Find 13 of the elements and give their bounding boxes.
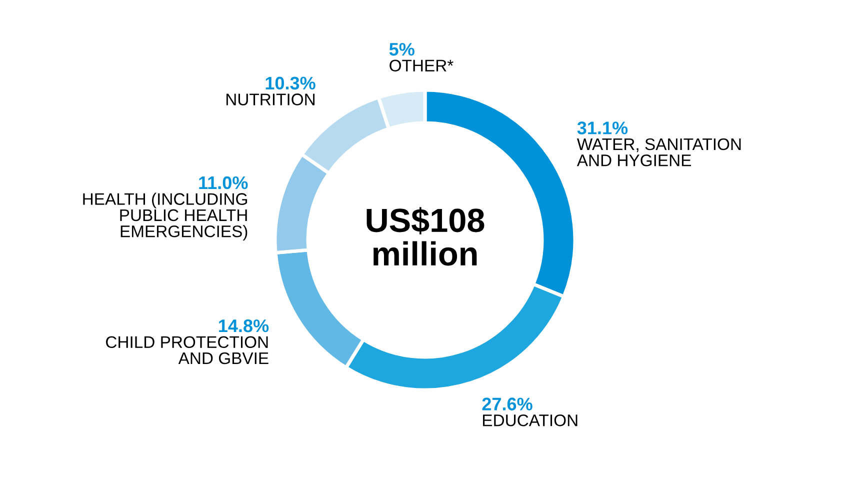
slice-label: NUTRITION xyxy=(226,94,314,106)
slice-label: EDUCATION xyxy=(483,414,578,426)
slice-label: OTHER* xyxy=(390,60,454,72)
slice-label: CHILD PROTECTION AND GBVIE xyxy=(106,336,268,364)
data-label: 5% xyxy=(389,42,414,56)
slice-label: WATER, SANITATION AND HYGIENE xyxy=(576,138,741,166)
text: US$108 million xyxy=(366,207,484,266)
data-label: 27.6% xyxy=(482,398,532,410)
slice-label: HEALTH (INCLUDING PUBLIC HEALTH EMERGENCIES) xyxy=(83,192,248,241)
data-label: 31.1% xyxy=(577,122,628,134)
data-label: 11.0% xyxy=(199,176,248,190)
data-label: 10.3% xyxy=(266,76,316,90)
data-label: 14.8% xyxy=(219,319,269,332)
